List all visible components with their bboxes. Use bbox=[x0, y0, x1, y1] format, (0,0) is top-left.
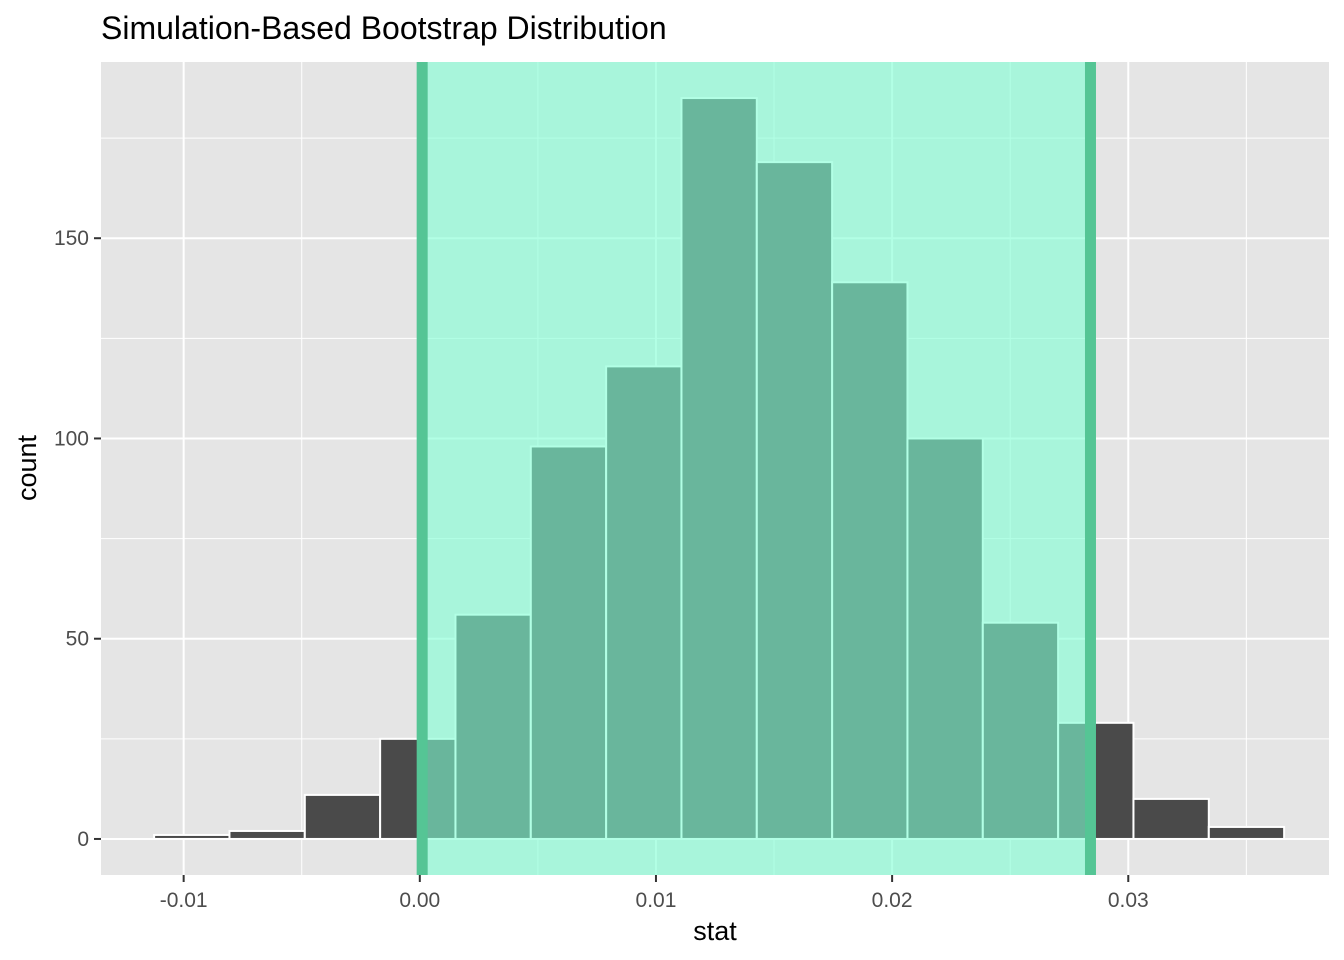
y-axis-ticks: 0 50 100 150 bbox=[54, 227, 101, 851]
x-tick-label: -0.01 bbox=[160, 889, 208, 912]
histogram-bar bbox=[153, 833, 231, 840]
y-axis-title: count bbox=[12, 434, 42, 501]
x-axis-title: stat bbox=[693, 916, 737, 946]
x-tick-label: 0.01 bbox=[636, 889, 677, 912]
y-tick-label: 0 bbox=[77, 828, 89, 851]
y-tick-label: 150 bbox=[54, 227, 89, 250]
y-tick-label: 50 bbox=[66, 628, 89, 651]
x-tick-label: 0.00 bbox=[399, 889, 440, 912]
y-tick-label: 100 bbox=[54, 427, 89, 450]
histogram-bar bbox=[303, 793, 382, 840]
x-axis-ticks: -0.01 0.00 0.01 0.02 0.03 bbox=[160, 875, 1149, 912]
confidence-interval bbox=[416, 62, 1096, 875]
histogram-bar bbox=[228, 829, 306, 840]
histogram-bar bbox=[1207, 825, 1286, 840]
histogram-bar bbox=[1132, 797, 1210, 840]
x-tick-label: 0.02 bbox=[872, 889, 913, 912]
x-tick-label: 0.03 bbox=[1108, 889, 1149, 912]
chart-title: Simulation-Based Bootstrap Distribution bbox=[101, 10, 667, 46]
ci-shade bbox=[422, 62, 1091, 875]
